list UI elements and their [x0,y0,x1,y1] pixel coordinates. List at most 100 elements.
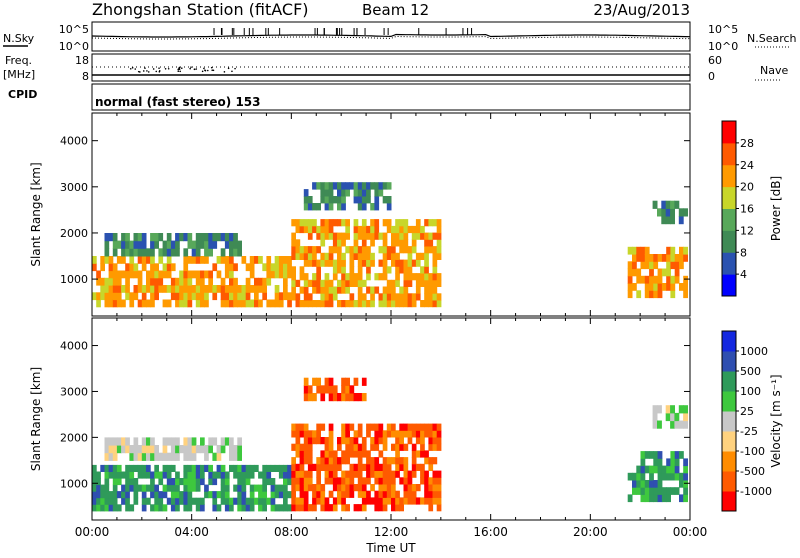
heatmap-cell [216,504,222,512]
heatmap-cell [170,263,176,272]
heatmap-cell [307,196,313,204]
heatmap-cell [341,450,346,458]
heatmap-cell [129,445,135,454]
heatmap-cell [657,494,663,503]
heatmap-cell [324,457,330,465]
heatmap-cell [349,246,355,254]
heatmap-cell [683,494,688,503]
heatmap-cell [644,275,650,284]
heatmap-cell [627,268,633,277]
heatmap-cell [415,423,421,431]
heatmap-cell [208,437,213,446]
heatmap-cell [666,465,671,474]
heatmap-cell [233,240,238,249]
heatmap-cell [640,458,646,467]
heatmap-cell [341,232,346,240]
heatmap-cell [424,430,429,438]
heatmap-cell [411,273,417,281]
heatmap-cell [170,491,176,499]
heatmap-cell [191,437,197,446]
heatmap-cell [291,279,296,287]
heatmap-cell [299,430,305,438]
heatmap-cell [353,463,359,471]
heatmap-cell [141,263,147,272]
heatmap-cell [291,477,296,485]
heatmap-cell [320,504,326,512]
heatmap-cell [303,443,309,451]
heatmap-cell [129,248,135,257]
heatmap-cell [237,491,242,499]
heatmap-cell [337,203,342,211]
heatmap-cell [324,497,330,505]
heatmap-cell [307,219,313,227]
heatmap-cell [108,233,114,242]
heatmap-cell [353,484,359,492]
nave-point [131,66,134,69]
heatmap-cell [328,189,334,197]
heatmap-cell [224,285,230,293]
heatmap-cell [316,300,321,308]
heatmap-cell [104,437,110,446]
heatmap-cell [146,484,151,492]
heatmap-cell [278,299,284,308]
heatmap-cell [411,443,417,451]
heatmap-cell [378,490,384,498]
heatmap-cell [187,299,193,308]
heatmap-cell [324,203,330,211]
x-tick-label: 16:00 [473,525,508,539]
heatmap-cell [386,182,392,190]
heatmap-cell [644,283,650,291]
heatmap-cell [403,293,409,301]
heatmap-cell [428,463,434,471]
heatmap-cell [636,254,642,262]
colorbar-frame [721,330,737,512]
heatmap-cell [674,487,680,495]
heatmap-cell [245,471,251,479]
heatmap-cell [299,443,305,451]
heatmap-cell [666,268,671,277]
heatmap-cell [324,470,330,478]
heatmap-cell [150,285,155,293]
nave-point [206,69,209,72]
heatmap-cell [212,504,218,512]
heatmap-cell [652,412,658,422]
heatmap-cell [104,299,110,308]
heatmap-cell [283,270,288,279]
heatmap-cell [341,385,346,394]
heatmap-cell [295,470,301,478]
heatmap-cell [399,225,404,234]
heatmap-cell [391,225,396,234]
heatmap-cell [353,239,359,247]
heatmap-cell [212,263,218,272]
heatmap-cell [96,484,101,492]
heatmap-cell [436,490,442,498]
heatmap-cell [674,458,680,467]
x-tick-label: 08:00 [274,525,309,539]
heatmap-cell [395,225,400,234]
heatmap-cell [332,266,338,274]
heatmap-cell [436,293,442,301]
heatmap-cell [183,263,189,272]
nave-point [144,67,146,69]
heatmap-cell [649,261,654,270]
heatmap-cell [337,477,342,485]
heatmap-cell [249,270,255,279]
heatmap-cell [162,484,168,492]
nave-point [178,68,181,70]
heatmap-cell [428,293,434,301]
heatmap-cell [403,430,409,438]
heatmap-cell [349,437,355,445]
heatmap-cell [146,445,151,454]
heatmap-cell [183,292,189,301]
heatmap-cell [366,232,371,240]
heatmap-cell [307,443,313,451]
heatmap-cell [420,497,425,505]
heatmap-cell [179,285,184,293]
heatmap-cell [287,471,292,479]
heatmap-cell [112,263,118,272]
heatmap-cell [361,225,367,234]
heatmap-cell [328,203,334,211]
heatmap-cell [361,443,367,451]
heatmap-cell [353,246,359,254]
heatmap-cell [395,490,400,498]
